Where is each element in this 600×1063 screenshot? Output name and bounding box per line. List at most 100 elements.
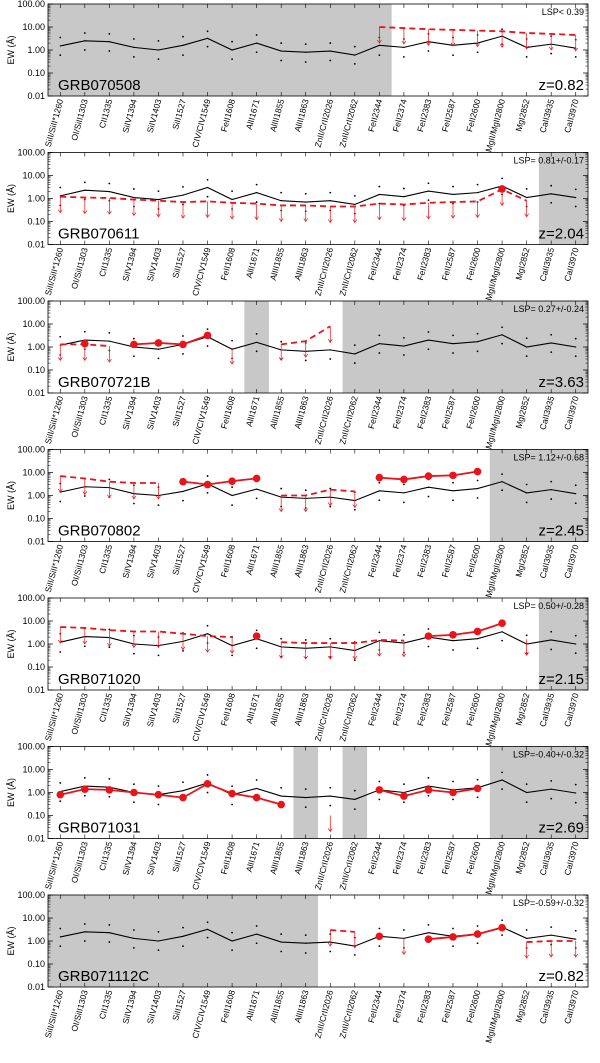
model-point <box>452 640 454 642</box>
model-point <box>476 487 479 490</box>
limit-arrowhead <box>401 40 407 45</box>
model-point <box>378 343 380 345</box>
model-band-point <box>59 651 62 653</box>
model-band-point <box>550 648 553 651</box>
observed-point <box>449 788 457 797</box>
observed-point <box>252 474 261 483</box>
x-tick-label: SiII/SiII*1260 <box>43 692 65 742</box>
model-band-point <box>59 500 62 503</box>
model-band-point <box>280 340 283 343</box>
y-tick-label: 1.00 <box>27 342 45 352</box>
observed-point <box>179 793 187 802</box>
x-tick-label: CII1335 <box>97 989 114 1021</box>
limit-arrowhead <box>377 39 382 44</box>
x-tick-label: AlIII1855 <box>268 98 286 133</box>
y-tick-label: 10.00 <box>22 616 45 626</box>
model-band-point <box>353 508 356 511</box>
x-tick-label: FeII2383 <box>415 840 433 875</box>
model-point <box>354 798 356 801</box>
model-point <box>403 492 405 494</box>
limit-line <box>330 929 355 933</box>
x-tick-label: AlIII1863 <box>292 98 310 133</box>
observed-point <box>424 935 433 943</box>
x-tick-label: FeII2600 <box>464 840 482 875</box>
model-point <box>476 638 479 640</box>
x-tick-label: CII1335 <box>97 246 114 278</box>
x-tick-label: ZnII/CrII2026 <box>313 543 336 594</box>
x-tick-label: AlII1671 <box>244 98 262 131</box>
model-point <box>550 342 552 344</box>
observed-line <box>60 782 282 806</box>
model-band-point <box>452 352 454 354</box>
model-band-point <box>83 181 86 184</box>
model-point <box>427 339 430 341</box>
model-band-point <box>501 342 503 345</box>
model-point <box>501 631 503 633</box>
observed-point <box>498 619 506 628</box>
x-tick-label: CIV/CIV1549 <box>190 395 213 446</box>
model-band-point <box>83 923 86 925</box>
limit-arrowhead <box>278 508 284 513</box>
observed-point <box>449 631 457 639</box>
x-tick-label: AlII1671 <box>244 989 262 1022</box>
model-point <box>182 194 184 196</box>
model-band-point <box>378 352 381 354</box>
lsp-value: LSP= 0.50+/-0.28 <box>513 601 584 611</box>
model-band-point <box>403 501 405 504</box>
y-tick-label: 1.00 <box>27 491 45 501</box>
model-band-point <box>83 940 86 942</box>
grb-name: GRB070611 <box>58 226 139 243</box>
x-tick-label: CaII3935 <box>538 98 557 134</box>
observed-point <box>203 331 212 340</box>
model-band-point <box>182 54 184 57</box>
model-band-point <box>501 28 503 31</box>
model-band-point <box>182 335 184 337</box>
model-band-point <box>427 495 430 498</box>
model-band-point <box>353 953 356 956</box>
redshift-label: z=3.63 <box>539 374 584 391</box>
x-tick-label: FeII2383 <box>415 543 433 578</box>
observed-line <box>182 477 257 486</box>
y-tick-label: 1.00 <box>27 45 45 55</box>
model-band-point <box>501 919 503 922</box>
model-band-point <box>59 927 62 930</box>
x-tick-label: SiII1527 <box>170 98 188 131</box>
model-point <box>550 639 552 641</box>
model-point <box>452 343 454 345</box>
model-point <box>133 937 135 939</box>
model-band-point <box>182 499 184 502</box>
x-tick-label: CIV/CIV1549 <box>190 692 213 743</box>
y-tick-label: 100.00 <box>17 742 45 752</box>
model-point <box>84 931 86 933</box>
observed-point <box>473 467 482 476</box>
x-tick-label: MgII/MgII2800 <box>483 246 507 301</box>
y-tick-label: 0.10 <box>27 365 45 375</box>
model-point <box>575 493 577 495</box>
model-band-point <box>182 35 184 38</box>
x-tick-label: AlII1671 <box>244 692 262 725</box>
model-point <box>256 192 258 194</box>
grb-name: GRB070721B <box>58 374 151 391</box>
model-band-point <box>108 628 111 631</box>
panel-GRB071031: 100.00 10.00 1.00 0.10 0.01 EW (Å) SiII/SiII*1… <box>6 742 589 896</box>
observed-point <box>473 784 482 793</box>
limit-arrowhead <box>57 357 63 362</box>
limit-arrowhead <box>82 357 88 362</box>
x-tick-label: MgI2852 <box>513 989 531 1024</box>
model-band-point <box>476 647 479 650</box>
model-point <box>256 488 258 490</box>
y-tick-label: 1.00 <box>27 936 45 946</box>
x-tick-label: ZnII/CrII2062 <box>337 98 360 149</box>
model-point <box>108 932 110 934</box>
model-band-point <box>427 182 430 185</box>
shaded-region <box>244 301 269 393</box>
model-band-point <box>83 794 86 797</box>
observed-point <box>473 930 482 938</box>
y-tick-label: 10.00 <box>22 468 45 478</box>
x-tick-label: SiII/SiII*1260 <box>43 543 65 593</box>
panel-GRB070802: 100.00 10.00 1.00 0.10 0.01 EW (Å) SiII/SiII*1… <box>6 445 589 599</box>
redshift-label: z=2.04 <box>539 226 584 243</box>
model-band-point <box>378 481 381 484</box>
x-tick-label: FeII2587 <box>440 840 458 875</box>
